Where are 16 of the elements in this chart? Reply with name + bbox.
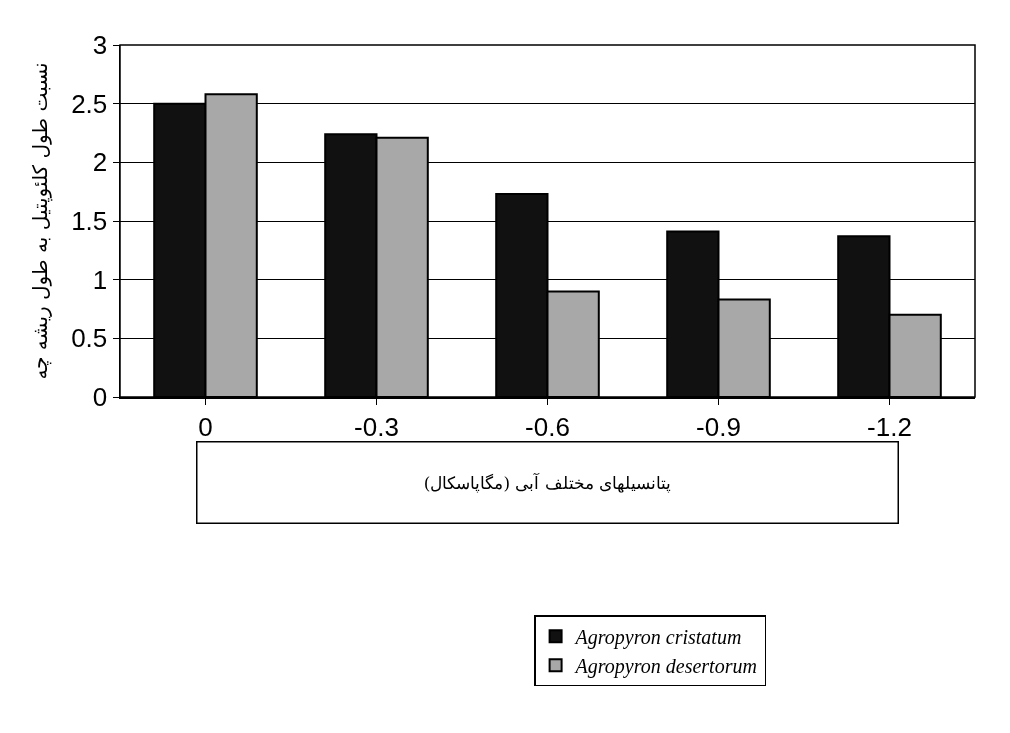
y-tick-label: 1.5: [71, 206, 108, 237]
x-tick-label: -0.9: [696, 411, 741, 442]
y-tick-label: 1: [92, 264, 108, 295]
legend-label: Agropyron cristatum: [573, 626, 742, 650]
y-tick-label: 2.5: [71, 88, 108, 119]
y-tick-label: 2: [92, 147, 108, 178]
y-tick-label: 0.5: [71, 323, 108, 354]
y-axis-title: نسبت طول کلئوپتیل به طول ریشه چه: [27, 62, 53, 380]
x-axis-title: پتانسیلهای مختلف آبی (مگاپاسکال): [423, 471, 672, 494]
x-tick-label: -0.6: [525, 411, 570, 442]
x-tick-label: -1.2: [867, 411, 912, 442]
x-tick-label: 0: [198, 411, 213, 442]
y-tick-label: 0: [92, 382, 108, 413]
y-tick-label: 3: [92, 30, 108, 61]
legend-label: Agropyron desertorum: [573, 655, 757, 679]
x-tick-label: -0.3: [354, 411, 399, 442]
